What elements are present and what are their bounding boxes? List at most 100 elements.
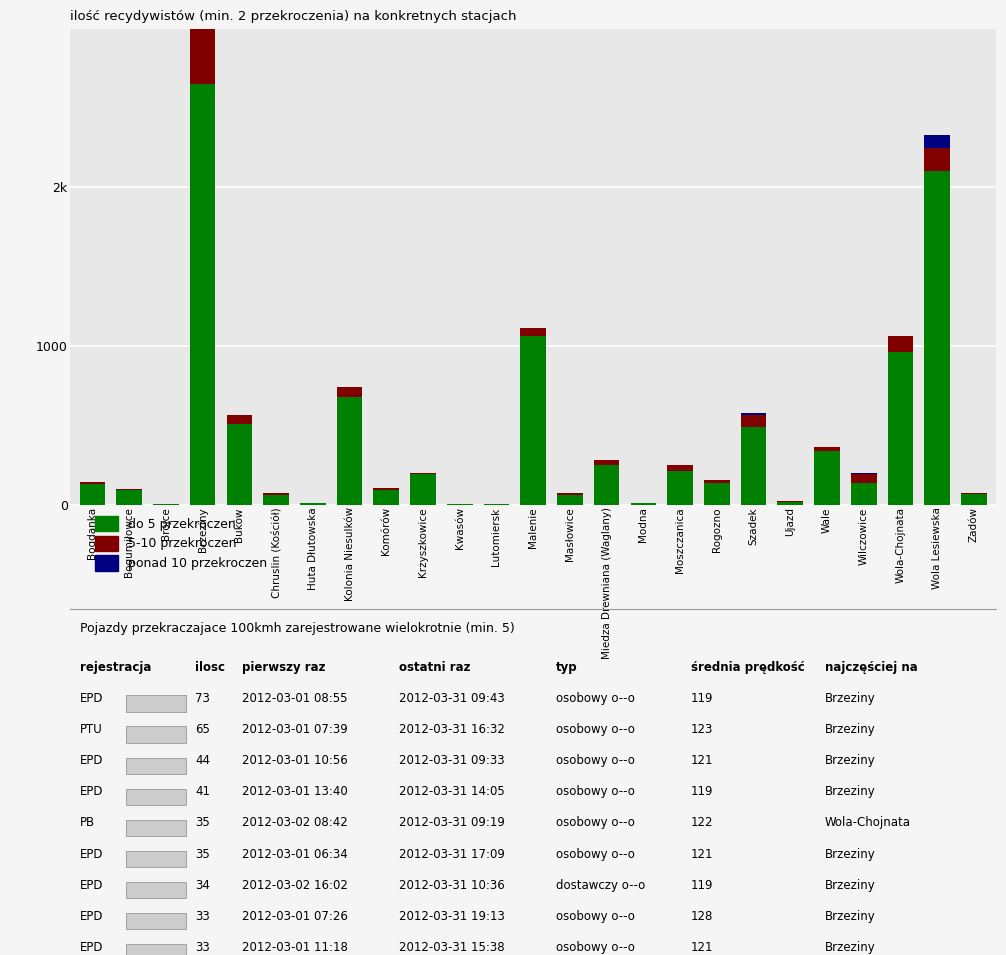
Text: EPD: EPD [79,910,104,923]
Bar [925,135,950,148]
Bar [704,483,729,504]
Text: EPD: EPD [79,692,104,705]
Text: osobowy o--o: osobowy o--o [556,817,635,830]
FancyBboxPatch shape [126,881,186,899]
Text: Brzeziny: Brzeziny [825,785,875,798]
Text: 33: 33 [195,941,210,954]
Text: Wola-Chojnata: Wola-Chojnata [825,817,910,830]
Bar [79,484,106,504]
Text: 2012-03-01 10:56: 2012-03-01 10:56 [241,754,347,767]
Text: 119: 119 [690,692,713,705]
Text: PB: PB [79,817,95,830]
Bar [520,329,546,336]
Bar [925,148,950,172]
Text: osobowy o--o: osobowy o--o [556,723,635,736]
Text: 2012-03-31 14:05: 2012-03-31 14:05 [399,785,505,798]
Text: 34: 34 [195,879,210,892]
Text: 122: 122 [690,817,713,830]
Text: 2012-03-02 16:02: 2012-03-02 16:02 [241,879,347,892]
Bar [557,495,582,504]
Text: Brzeziny: Brzeziny [825,879,875,892]
Text: osobowy o--o: osobowy o--o [556,692,635,705]
Bar [925,172,950,504]
Bar [740,414,767,415]
Text: Pojazdy przekraczajace 100kmh zarejestrowane wielokrotnie (min. 5): Pojazdy przekraczajace 100kmh zarejestro… [79,622,514,635]
Text: Brzeziny: Brzeziny [825,941,875,954]
Text: 35: 35 [195,847,210,860]
Text: 65: 65 [195,723,210,736]
Text: 33: 33 [195,910,210,923]
Text: 2012-03-01 06:34: 2012-03-01 06:34 [241,847,347,860]
Bar [79,482,106,484]
FancyBboxPatch shape [126,944,186,955]
Text: 44: 44 [195,754,210,767]
Text: 73: 73 [195,692,210,705]
Text: 2012-03-31 09:19: 2012-03-31 09:19 [399,817,505,830]
Text: 123: 123 [690,723,713,736]
Text: 2012-03-01 07:39: 2012-03-01 07:39 [241,723,347,736]
Bar [740,415,767,427]
Bar [631,503,656,504]
Text: osobowy o--o: osobowy o--o [556,847,635,860]
Bar [264,495,289,504]
Bar [190,29,215,84]
Text: 2012-03-31 19:13: 2012-03-31 19:13 [399,910,505,923]
Bar [851,473,876,475]
Text: 121: 121 [690,754,713,767]
Bar [667,471,693,504]
Bar [520,336,546,504]
FancyBboxPatch shape [126,819,186,837]
FancyBboxPatch shape [126,727,186,743]
Text: 2012-03-31 09:33: 2012-03-31 09:33 [399,754,505,767]
Bar [190,84,215,504]
Text: Brzeziny: Brzeziny [825,692,875,705]
Bar [851,475,876,483]
Text: 35: 35 [195,817,210,830]
Text: 121: 121 [690,847,713,860]
Bar [704,480,729,483]
Bar [887,352,913,504]
Text: EPD: EPD [79,847,104,860]
Bar [740,427,767,504]
Text: Brzeziny: Brzeziny [825,723,875,736]
Text: EPD: EPD [79,879,104,892]
FancyBboxPatch shape [126,913,186,929]
Bar [300,503,326,504]
Bar [337,387,362,396]
Text: 2012-03-31 17:09: 2012-03-31 17:09 [399,847,505,860]
Bar [778,502,803,504]
FancyBboxPatch shape [126,695,186,711]
Text: 2012-03-01 11:18: 2012-03-01 11:18 [241,941,347,954]
Bar [226,415,253,424]
Text: 2012-03-02 08:42: 2012-03-02 08:42 [241,817,347,830]
Bar [814,447,840,451]
Bar [373,488,399,490]
Bar [410,474,436,504]
FancyBboxPatch shape [126,789,186,805]
Text: rejestracja: rejestracja [79,661,151,674]
Bar [851,483,876,504]
Text: 119: 119 [690,785,713,798]
Bar [117,490,142,504]
Text: Brzeziny: Brzeziny [825,847,875,860]
Bar [190,4,215,29]
Bar [226,424,253,504]
Bar [337,396,362,504]
Text: 2012-03-31 09:43: 2012-03-31 09:43 [399,692,505,705]
Text: 41: 41 [195,785,210,798]
Text: EPD: EPD [79,754,104,767]
Text: 2012-03-31 15:38: 2012-03-31 15:38 [399,941,505,954]
Text: ilosc: ilosc [195,661,225,674]
Text: ostatni raz: ostatni raz [399,661,471,674]
Bar [557,494,582,495]
Text: 2012-03-31 10:36: 2012-03-31 10:36 [399,879,505,892]
Text: 2012-03-01 08:55: 2012-03-01 08:55 [241,692,347,705]
Text: osobowy o--o: osobowy o--o [556,754,635,767]
Text: pierwszy raz: pierwszy raz [241,661,325,674]
Text: osobowy o--o: osobowy o--o [556,941,635,954]
Text: 2012-03-31 16:32: 2012-03-31 16:32 [399,723,505,736]
Bar [961,495,987,504]
Text: osobowy o--o: osobowy o--o [556,910,635,923]
Text: ilość recydywistów (min. 2 przekroczenia) na konkretnych stacjach: ilość recydywistów (min. 2 przekroczenia… [70,11,517,23]
Text: 121: 121 [690,941,713,954]
